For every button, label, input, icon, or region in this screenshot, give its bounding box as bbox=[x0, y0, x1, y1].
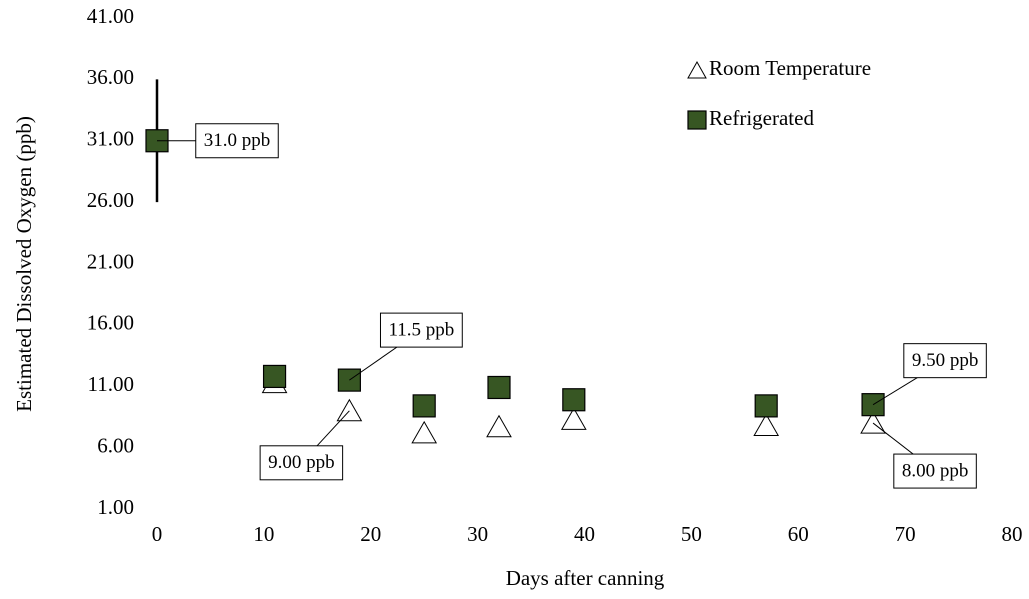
y-tick-label: 21.00 bbox=[87, 249, 134, 273]
data-label: 8.00 ppb bbox=[902, 460, 969, 481]
data-point bbox=[262, 364, 287, 389]
callout-box bbox=[379, 312, 463, 348]
legend-label: Room Temperature bbox=[709, 56, 871, 80]
y-tick-label: 6.00 bbox=[97, 433, 134, 457]
x-tick-label: 20 bbox=[360, 522, 381, 546]
x-tick-label: 80 bbox=[1002, 522, 1023, 546]
y-tick-label: 16.00 bbox=[87, 311, 134, 335]
legend-marker bbox=[687, 110, 707, 130]
y-axis-title: Estimated Dissolved Oxygen (ppb) bbox=[12, 116, 36, 412]
data-point bbox=[487, 375, 511, 400]
x-tick-label: 50 bbox=[681, 522, 702, 546]
legend-marker bbox=[687, 60, 707, 79]
x-tick-label: 0 bbox=[152, 522, 163, 546]
data-point bbox=[411, 420, 438, 444]
y-tick-label: 11.00 bbox=[88, 372, 134, 396]
y-tick-label: 36.00 bbox=[87, 65, 134, 89]
data-label: 9.50 ppb bbox=[912, 350, 979, 371]
callout-box bbox=[893, 453, 977, 489]
data-label: 31.0 ppb bbox=[204, 130, 271, 151]
callout-box bbox=[259, 445, 344, 481]
callout-box bbox=[903, 343, 987, 379]
data-point bbox=[562, 388, 586, 412]
x-tick-label: 30 bbox=[467, 522, 488, 546]
y-tick-label: 1.00 bbox=[97, 495, 134, 519]
data-point bbox=[486, 414, 512, 438]
y-tick-label: 41.00 bbox=[87, 4, 134, 28]
data-point bbox=[336, 398, 363, 422]
data-point bbox=[560, 407, 587, 430]
data-label: 9.00 ppb bbox=[268, 452, 335, 473]
x-axis-title: Days after canning bbox=[506, 566, 665, 590]
data-point bbox=[412, 394, 436, 418]
data-point bbox=[753, 413, 780, 437]
callout-box bbox=[195, 123, 279, 159]
x-tick-label: 70 bbox=[895, 522, 916, 546]
y-tick-label: 26.00 bbox=[87, 188, 134, 212]
y-tick-label: 31.00 bbox=[87, 127, 134, 151]
data-point bbox=[754, 394, 778, 418]
x-tick-label: 40 bbox=[574, 522, 595, 546]
x-tick-label: 60 bbox=[788, 522, 809, 546]
legend-label: Refrigerated bbox=[709, 106, 814, 130]
x-tick-label: 10 bbox=[253, 522, 274, 546]
data-label: 11.5 ppb bbox=[388, 319, 454, 340]
